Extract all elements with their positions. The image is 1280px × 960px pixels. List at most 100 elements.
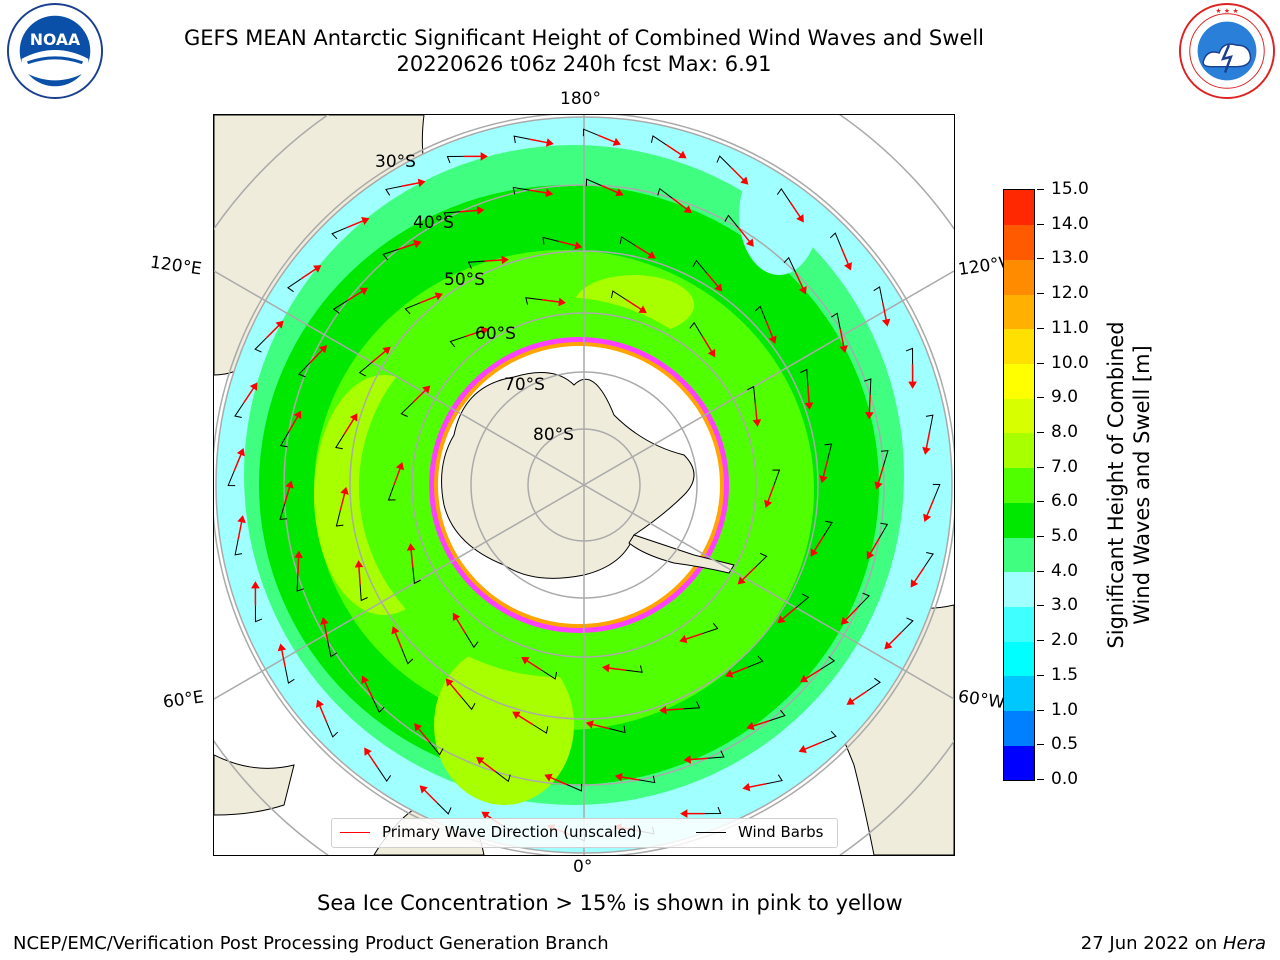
wind-barb [754, 552, 768, 568]
lat-label-70s: 70°S [504, 375, 545, 395]
wave-arrow [730, 666, 749, 675]
wind-barb [541, 669, 558, 680]
wave-arrow-head [359, 287, 369, 296]
colorbar-tick-label: 0.0 [1051, 769, 1079, 789]
wave-arrow [913, 566, 925, 583]
wave-arrow [346, 290, 363, 302]
wind-barb [619, 236, 636, 246]
wave-arrow-head [804, 402, 814, 410]
wind-barb [689, 321, 703, 337]
colorbar-tick-label: 14.0 [1051, 213, 1089, 234]
colorbar-segment [1004, 363, 1034, 399]
wave-arrow-head [819, 475, 828, 484]
colorbar-tick-label: 7.0 [1051, 456, 1079, 477]
wind-barb [532, 724, 549, 734]
wave-arrow [423, 789, 438, 804]
colorbar-segment [1004, 641, 1034, 677]
wave-arrow [558, 240, 577, 247]
lon-label-60w: 60°W [956, 686, 1007, 714]
wind-barb [436, 802, 452, 815]
chart-title: GEFS MEAN Antarctic Significant Height o… [183, 26, 985, 50]
wave-arrow-head [881, 318, 891, 327]
wave-arrow-head [922, 446, 931, 455]
chart-subtitle: 20220626 t06z 240h fcst Max: 6.91 [396, 52, 772, 76]
lat-label-60s: 60°S [475, 324, 516, 344]
wave-arrow-head [865, 411, 874, 420]
wave-arrow [233, 453, 242, 471]
wind-barb [932, 483, 941, 500]
wave-arrow [417, 727, 431, 743]
wave-arrow-head [236, 448, 245, 457]
wave-arrow-head [678, 150, 687, 159]
wave-arrow-head [361, 216, 370, 225]
wind-barb [754, 305, 767, 322]
colorbar-segment [1004, 328, 1034, 365]
lon-label-180: 180° [560, 89, 601, 109]
wave-arrow-head [638, 305, 647, 314]
wind-barb [585, 178, 602, 187]
colorbar-tick-label: 4.0 [1051, 560, 1079, 581]
wave-arrow-head [315, 699, 324, 708]
wave-arrow-head [544, 773, 553, 782]
wave-arrow-head [768, 335, 777, 344]
wind-barb [820, 730, 837, 743]
wave-arrow-head [413, 239, 422, 249]
wind-barb [372, 697, 385, 714]
lat-label-50s: 50°S [444, 270, 485, 290]
wave-arrow-head [746, 721, 755, 731]
wave-arrow-head [679, 634, 688, 644]
wind-barbs [227, 128, 941, 842]
wind-barb [234, 402, 245, 419]
colorbar-segment [1004, 224, 1034, 260]
colorbar-tick [1037, 640, 1044, 642]
wave-arrow [280, 649, 287, 668]
wind-barb [795, 593, 810, 609]
wave-arrow [412, 389, 427, 404]
wind-barb [332, 300, 348, 314]
colorbar-tick [1037, 709, 1044, 711]
wave-arrow-head [249, 382, 258, 391]
wave-arrow [297, 557, 300, 576]
wave-arrow [529, 138, 548, 144]
wave-arrow-head [799, 674, 809, 683]
wave-arrow-head [764, 499, 773, 508]
wave-arrow-head [796, 214, 804, 223]
wind-barb [404, 302, 421, 315]
wind-barb [449, 335, 466, 348]
colorbar-segment [1004, 467, 1034, 503]
wind-barb [326, 721, 339, 738]
wave-arrow [358, 566, 361, 585]
wave-arrow [869, 537, 880, 555]
wind-barb [359, 584, 368, 602]
wave-arrow [925, 430, 931, 449]
legend-label: Primary Wave Direction (unscaled) [382, 823, 643, 841]
colorbar-tick [1037, 223, 1044, 225]
colorbar-tick [1037, 605, 1044, 607]
wave-arrow [877, 465, 885, 484]
lon-label-0: 0° [573, 857, 593, 877]
wind-barb [412, 567, 421, 585]
wind-barb [234, 539, 243, 556]
wind-barb [716, 155, 732, 168]
wind-barb [772, 469, 781, 486]
wave-arrow [665, 144, 682, 156]
wind-barb [747, 385, 756, 403]
noaa-logo: NOAA [6, 2, 104, 100]
wave-arrow [367, 752, 379, 769]
colorbar-tick-label: 13.0 [1051, 248, 1089, 269]
wind-barb [495, 771, 511, 783]
wave-arrow-head [480, 326, 489, 336]
wind-barb [582, 128, 599, 137]
wave-arrow [625, 299, 642, 311]
wave-arrow-head [647, 250, 656, 259]
wind-barb [783, 256, 796, 273]
wind-barb [467, 260, 485, 269]
wave-arrow-head [840, 616, 850, 625]
colorbar-tick-label: 12.0 [1051, 283, 1089, 304]
wind-barb [284, 667, 295, 684]
wave-arrow-head [798, 286, 807, 295]
wave-arrow-head [361, 675, 370, 684]
wave-arrow [807, 385, 810, 404]
wave-arrow [465, 330, 483, 338]
wave-arrow-head [545, 138, 554, 147]
